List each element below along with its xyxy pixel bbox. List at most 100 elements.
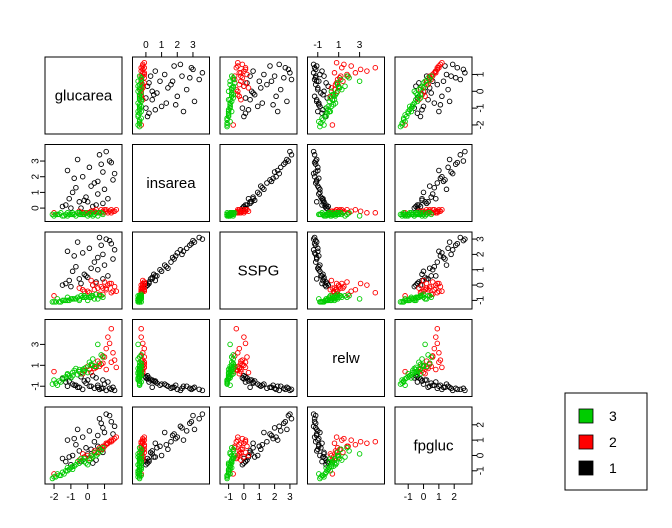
point-group-3 [136,85,143,91]
point-group-1 [462,387,468,394]
point-group-1 [245,378,252,384]
point-group-1 [431,263,438,270]
point-group-3 [81,458,88,465]
point-group-1 [284,426,290,433]
point-group-2 [113,434,120,440]
point-group-2 [108,289,115,296]
point-group-2 [245,369,252,376]
point-group-1 [88,446,94,453]
point-group-1 [152,378,159,384]
point-group-3 [64,468,71,474]
point-group-3 [413,90,419,96]
point-group-2 [333,434,340,440]
axes-layer: 0 1 2 3 -1 1 3-2 -1 0 1 -1 0 1 2 3 -1 0 1 20123-113-2-101-… [31,40,487,503]
point-group-1 [316,441,322,448]
point-group-3 [342,83,348,89]
point-group-3 [402,118,408,125]
point-group-2 [238,96,244,103]
point-group-1 [168,81,174,88]
point-group-3 [63,297,69,304]
panel-fpgluc-vs-glucarea [44,406,123,485]
point-group-1 [106,237,113,244]
tick-label-sspg: 3 [287,492,293,503]
panel-frame [132,56,210,135]
point-group-1 [71,435,77,442]
point-group-1 [261,429,267,436]
point-group-3 [428,294,434,301]
point-group-1 [64,167,71,174]
point-group-2 [242,80,249,86]
point-group-1 [457,234,464,241]
point-group-1 [321,274,327,281]
tick-label-fpgluc: 0 [476,452,487,458]
point-group-1 [59,203,66,210]
point-group-3 [91,449,98,456]
point-group-3 [408,108,415,115]
point-group-1 [258,183,264,189]
variable-label-insarea: insarea [146,175,196,192]
point-group-2 [108,359,115,365]
point-group-1 [274,437,281,443]
point-group-3 [426,76,433,83]
point-group-1 [111,387,118,394]
point-group-1 [100,276,106,282]
point-group-1 [171,63,177,69]
point-group-1 [69,452,76,459]
point-group-1 [101,429,108,436]
point-group-2 [93,280,99,287]
point-group-2 [439,206,445,213]
point-group-1 [287,411,293,417]
point-group-1 [188,418,195,425]
point-group-1 [320,277,326,284]
point-group-1 [110,431,116,437]
point-group-1 [88,383,94,389]
point-group-1 [445,164,451,171]
point-group-2 [339,437,345,443]
point-group-1 [64,437,71,443]
point-group-3 [69,373,76,379]
point-group-1 [425,199,431,205]
legend: 3 2 1 [564,392,648,491]
point-group-3 [79,294,86,301]
tick-label-sspg: 0 [241,492,247,503]
point-group-2 [141,80,148,86]
point-group-3 [320,117,326,123]
tick-label-relw: -1 [313,40,322,51]
point-group-3 [419,83,425,89]
point-group-1 [165,446,171,453]
point-group-1 [325,83,331,89]
point-group-3 [332,91,339,98]
point-group-2 [416,285,422,291]
point-group-1 [106,412,113,419]
point-group-1 [439,250,445,256]
point-group-3 [135,83,141,89]
point-group-3 [224,475,230,482]
point-group-2 [103,285,109,291]
point-group-2 [110,437,116,443]
point-group-1 [111,423,118,430]
point-group-3 [51,474,57,480]
point-group-1 [163,382,170,388]
point-group-3 [225,88,232,95]
point-group-3 [228,85,235,91]
point-group-1 [317,429,323,436]
point-group-3 [332,455,339,462]
point-group-3 [71,211,77,218]
point-group-1 [311,64,318,71]
point-group-2 [76,285,83,291]
point-group-1 [88,265,94,271]
point-group-2 [357,208,364,214]
point-group-3 [399,122,405,128]
tick-label-insarea: 2 [31,174,42,180]
legend-box [564,392,648,491]
point-group-3 [230,76,236,83]
point-group-1 [64,248,71,255]
point-group-3 [417,85,424,91]
point-group-1 [454,64,461,71]
point-group-2 [439,288,445,294]
point-group-2 [402,122,408,128]
point-group-2 [431,345,438,352]
point-group-3 [225,110,232,116]
point-group-1 [310,148,317,155]
point-group-1 [98,385,104,392]
